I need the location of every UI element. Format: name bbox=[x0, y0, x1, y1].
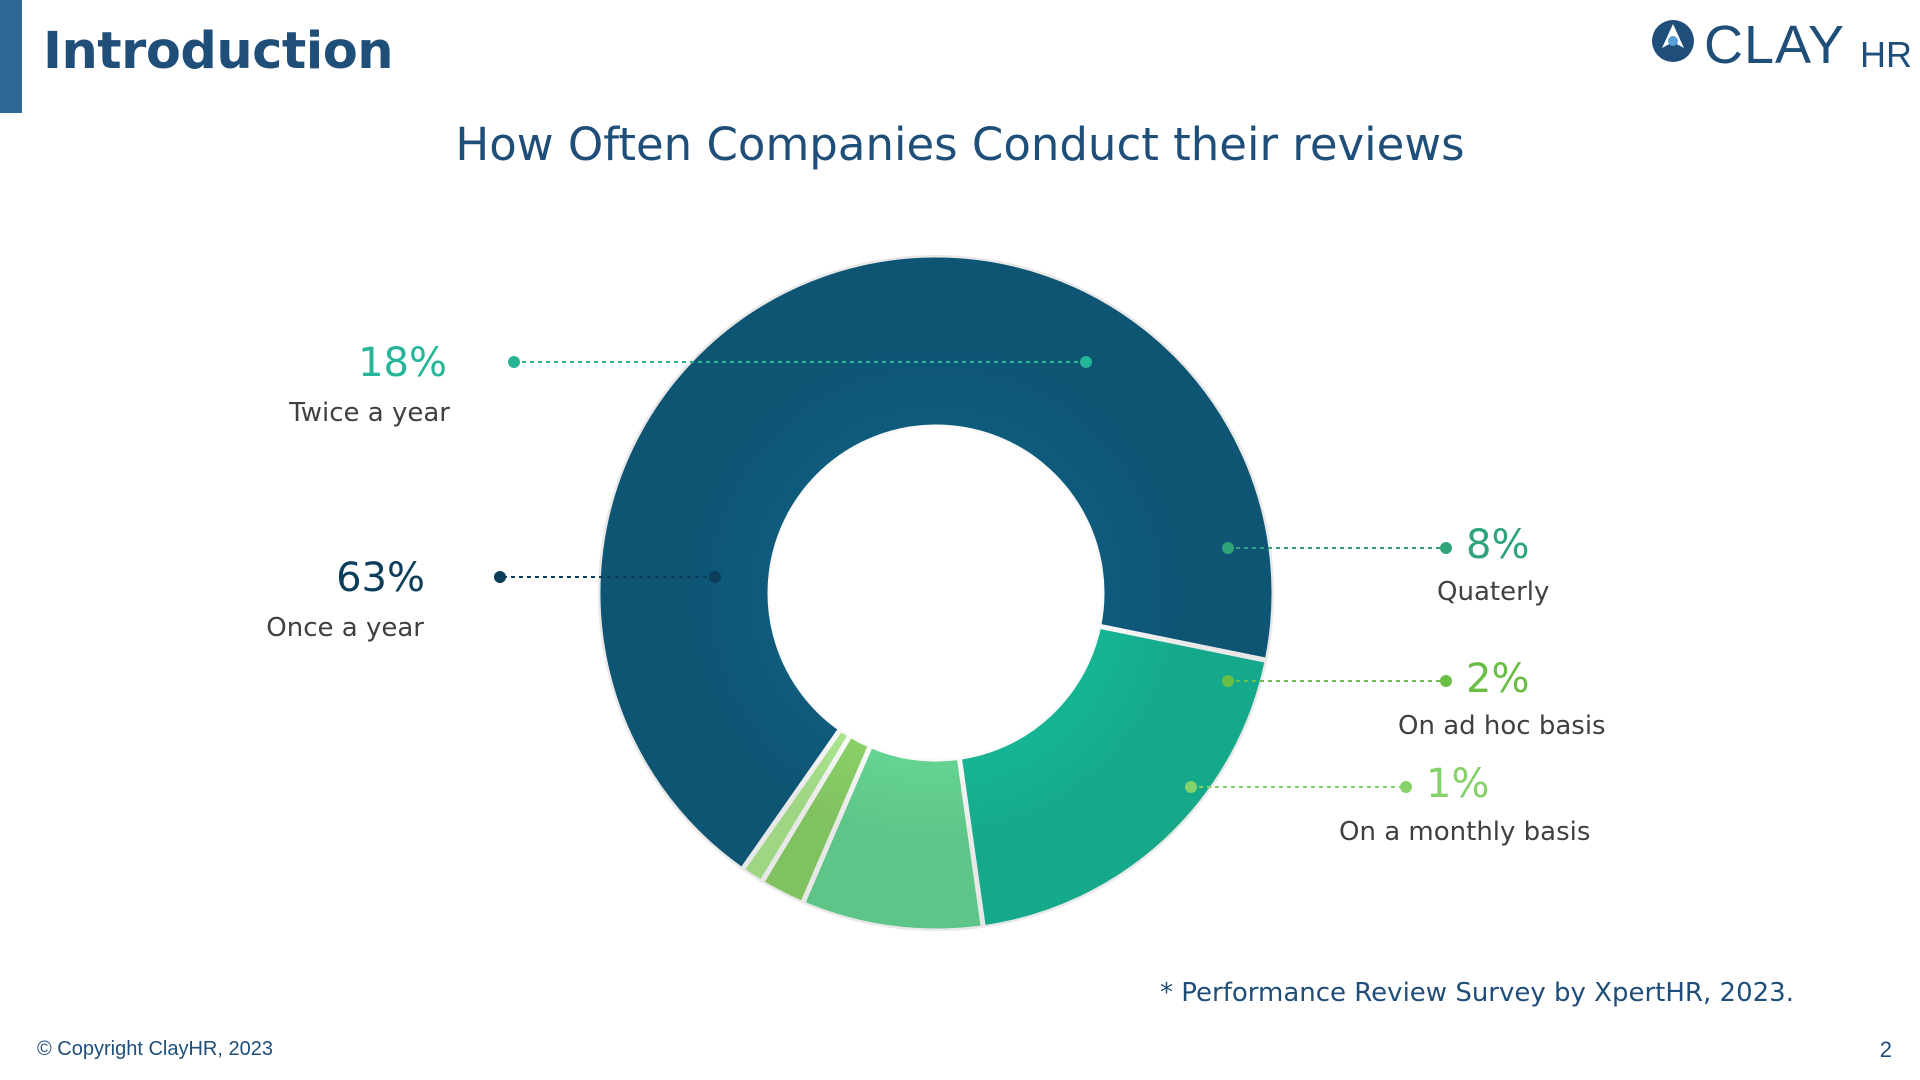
title-accent-bar bbox=[0, 0, 22, 113]
category-label-once-a-year: Once a year bbox=[266, 613, 424, 643]
category-label-on-a-monthly-basis: On a monthly basis bbox=[1339, 817, 1590, 847]
value-label-twice-a-year: 18% bbox=[358, 340, 447, 386]
donut-slices bbox=[595, 252, 1277, 934]
data-labels: 63% Once a year 18% Twice a year 8% Quaterly 2… bbox=[266, 340, 1605, 847]
copyright-text: © Copyright ClayHR, 2023 bbox=[37, 1038, 273, 1060]
logo-wordmark: CLAY bbox=[1704, 15, 1846, 75]
chart-title: How Often Companies Conduct their review… bbox=[455, 118, 1465, 171]
category-label-quaterly: Quaterly bbox=[1437, 577, 1549, 607]
logo-sub-mark: HR bbox=[1860, 34, 1912, 75]
label-connectors bbox=[494, 356, 1452, 793]
value-label-quaterly: 8% bbox=[1466, 522, 1529, 568]
label-dot-twice-a-year bbox=[508, 356, 520, 368]
slice-dot-twice-a-year bbox=[1080, 356, 1092, 368]
label-dot-once-a-year bbox=[494, 571, 506, 583]
donut-shading bbox=[598, 255, 1274, 931]
slice-dot-on-a-monthly-basis bbox=[1185, 781, 1197, 793]
category-label-on-ad-hoc-basis: On ad hoc basis bbox=[1398, 711, 1606, 741]
clayhr-logo: CLAY HR bbox=[1650, 10, 1920, 80]
slice-dot-once-a-year bbox=[709, 571, 721, 583]
label-dot-quaterly bbox=[1440, 542, 1452, 554]
value-label-on-a-monthly-basis: 1% bbox=[1426, 761, 1489, 807]
label-dot-on-a-monthly-basis bbox=[1400, 781, 1412, 793]
value-label-on-ad-hoc-basis: 2% bbox=[1466, 656, 1529, 702]
page-title: Introduction bbox=[43, 22, 394, 81]
page-number: 2 bbox=[1879, 1037, 1892, 1062]
source-note: * Performance Review Survey by XpertHR, … bbox=[1160, 978, 1794, 1008]
logo-mark-icon bbox=[1652, 20, 1694, 62]
value-label-once-a-year: 63% bbox=[336, 555, 425, 601]
label-dot-on-ad-hoc-basis bbox=[1440, 675, 1452, 687]
slice-dot-quaterly bbox=[1222, 542, 1234, 554]
category-label-twice-a-year: Twice a year bbox=[288, 398, 450, 428]
slice-dot-on-ad-hoc-basis bbox=[1222, 675, 1234, 687]
